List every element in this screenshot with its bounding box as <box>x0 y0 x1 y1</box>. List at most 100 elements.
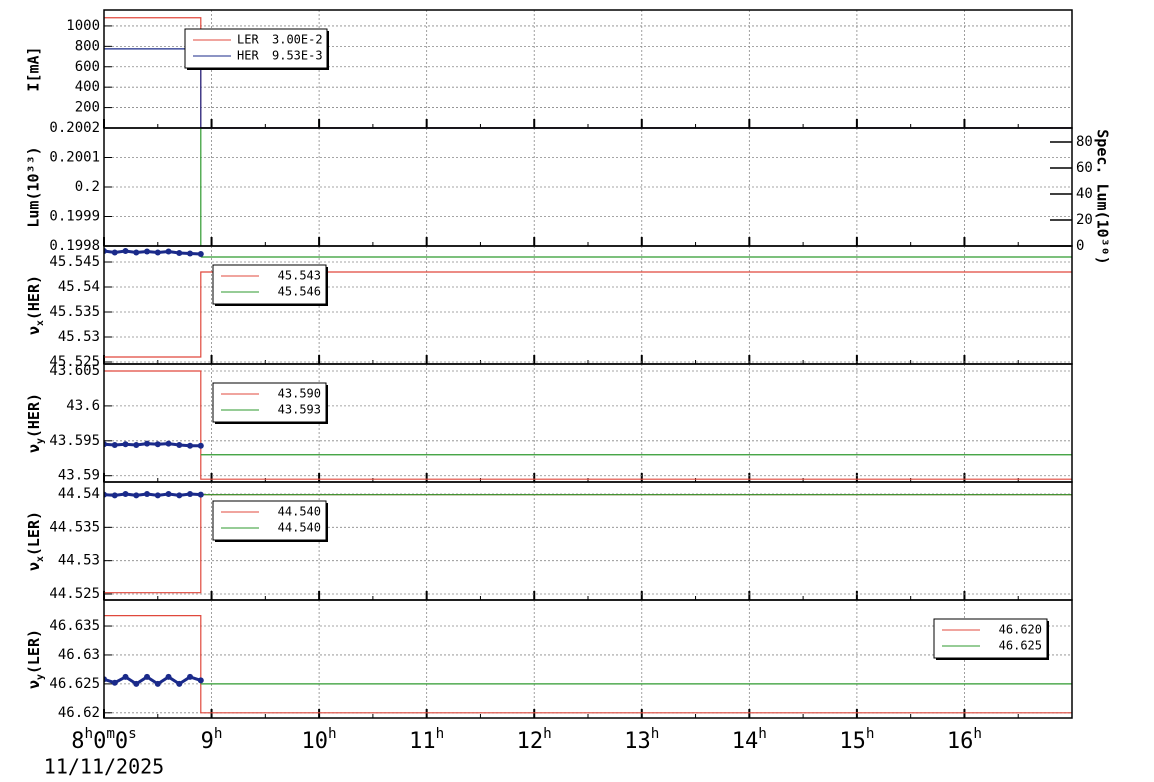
legend-value: 3.00E-2 <box>272 33 323 47</box>
data-point <box>187 673 194 680</box>
data-point <box>122 441 129 448</box>
legend-box <box>212 500 327 541</box>
y-tick-label: 44.525 <box>49 586 100 602</box>
y2-tick-label: 20 <box>1076 212 1093 228</box>
y-tick-label: 45.525 <box>49 354 100 370</box>
data-point <box>197 442 204 449</box>
data-point <box>133 249 140 256</box>
data-point <box>165 491 172 497</box>
data-point <box>176 441 183 448</box>
y-axis-label: I[mA] <box>25 46 43 91</box>
data-line <box>104 271 1072 358</box>
data-point <box>187 491 194 497</box>
data-point <box>165 673 172 680</box>
y-tick-label: 400 <box>75 79 100 95</box>
data-point <box>197 677 204 684</box>
y2-axis-label: Spec. Lum(10³⁰) <box>1094 129 1112 264</box>
y-tick-label: 0.2001 <box>49 150 100 166</box>
y-axis-label: νx(HER) <box>25 275 46 335</box>
data-point <box>187 250 194 257</box>
x-tick-label: 15h <box>839 726 874 754</box>
data-line <box>104 442 201 448</box>
data-line <box>104 48 1072 128</box>
legend-box <box>212 382 327 423</box>
y-tick-label: 46.62 <box>58 705 100 721</box>
y-tick-label: 45.53 <box>58 329 100 345</box>
plot-area <box>104 491 1072 594</box>
y-tick-label: 44.54 <box>58 486 100 502</box>
y-tick-label: 46.625 <box>49 676 100 692</box>
y-tick-label: 46.63 <box>58 647 100 663</box>
data-line <box>104 615 1072 714</box>
data-point <box>111 679 118 686</box>
y-tick-label: 46.635 <box>49 618 100 634</box>
y-axis-label: νy(LER) <box>25 629 46 689</box>
plot-area <box>104 248 1072 358</box>
panel-frame <box>103 599 1073 719</box>
data-line <box>104 249 201 256</box>
data-point <box>122 491 129 497</box>
y-tick-label: 45.535 <box>49 304 100 320</box>
legend-label: 43.593 <box>278 403 321 417</box>
legend-value: 9.53E-3 <box>272 49 323 63</box>
data-point <box>165 440 172 447</box>
data-point <box>111 441 118 448</box>
data-point <box>133 492 140 499</box>
y-tick-label: 800 <box>75 38 100 54</box>
y-tick-label: 0.2 <box>75 179 100 195</box>
legend-label: 45.546 <box>278 285 321 299</box>
data-point <box>144 248 151 255</box>
legend-box <box>212 264 327 305</box>
data-point <box>176 250 183 256</box>
legend-label: 44.540 <box>278 521 321 535</box>
data-point <box>165 248 172 255</box>
plot-area <box>104 615 1072 714</box>
x-tick-label: 11h <box>409 726 444 754</box>
y-tick-label: 600 <box>75 59 100 75</box>
data-point <box>176 492 183 499</box>
y-tick-label: 0.2002 <box>49 120 100 136</box>
y2-tick-label: 0 <box>1076 238 1084 254</box>
data-point <box>154 249 161 256</box>
y-tick-label: 200 <box>75 100 100 116</box>
legend-label: LER <box>237 33 259 47</box>
data-point <box>197 491 204 498</box>
x-tick-label: 10h <box>302 726 337 754</box>
y-axis-label: Lum(10³³) <box>25 146 43 227</box>
plot-area <box>104 370 1072 480</box>
data-point <box>111 492 118 499</box>
x-tick-label: 12h <box>517 726 552 754</box>
x-tick-label: 16h <box>947 726 982 754</box>
legend-label: 44.540 <box>278 505 321 519</box>
data-point <box>154 441 161 448</box>
data-point <box>154 492 161 499</box>
y-tick-label: 44.53 <box>58 553 100 569</box>
data-line <box>104 492 201 497</box>
y-tick-label: 43.6 <box>66 398 100 414</box>
y-tick-label: 0.1998 <box>49 238 100 254</box>
y-axis-label: νx(LER) <box>25 511 46 571</box>
y-tick-label: 44.535 <box>49 519 100 535</box>
data-line <box>104 370 1072 480</box>
x-tick-label: 9h <box>201 726 223 754</box>
legend-box <box>184 28 328 69</box>
plot-area <box>104 17 1072 128</box>
data-point <box>154 680 161 687</box>
y-tick-label: 43.59 <box>58 468 100 484</box>
legend-label: 46.620 <box>999 623 1042 637</box>
y-tick-label: 43.605 <box>49 363 100 379</box>
data-point <box>133 680 140 687</box>
y2-tick-label: 40 <box>1076 186 1093 202</box>
data-point <box>144 440 151 447</box>
data-point <box>111 249 118 256</box>
legend-box <box>933 618 1048 659</box>
data-line <box>104 675 202 686</box>
data-point <box>144 491 151 497</box>
legend-label: HER <box>237 49 259 63</box>
data-point <box>133 441 140 448</box>
data-point <box>122 248 129 254</box>
y-axis-label: νy(HER) <box>25 393 46 453</box>
data-point <box>122 673 129 680</box>
y-tick-label: 43.595 <box>49 433 100 449</box>
